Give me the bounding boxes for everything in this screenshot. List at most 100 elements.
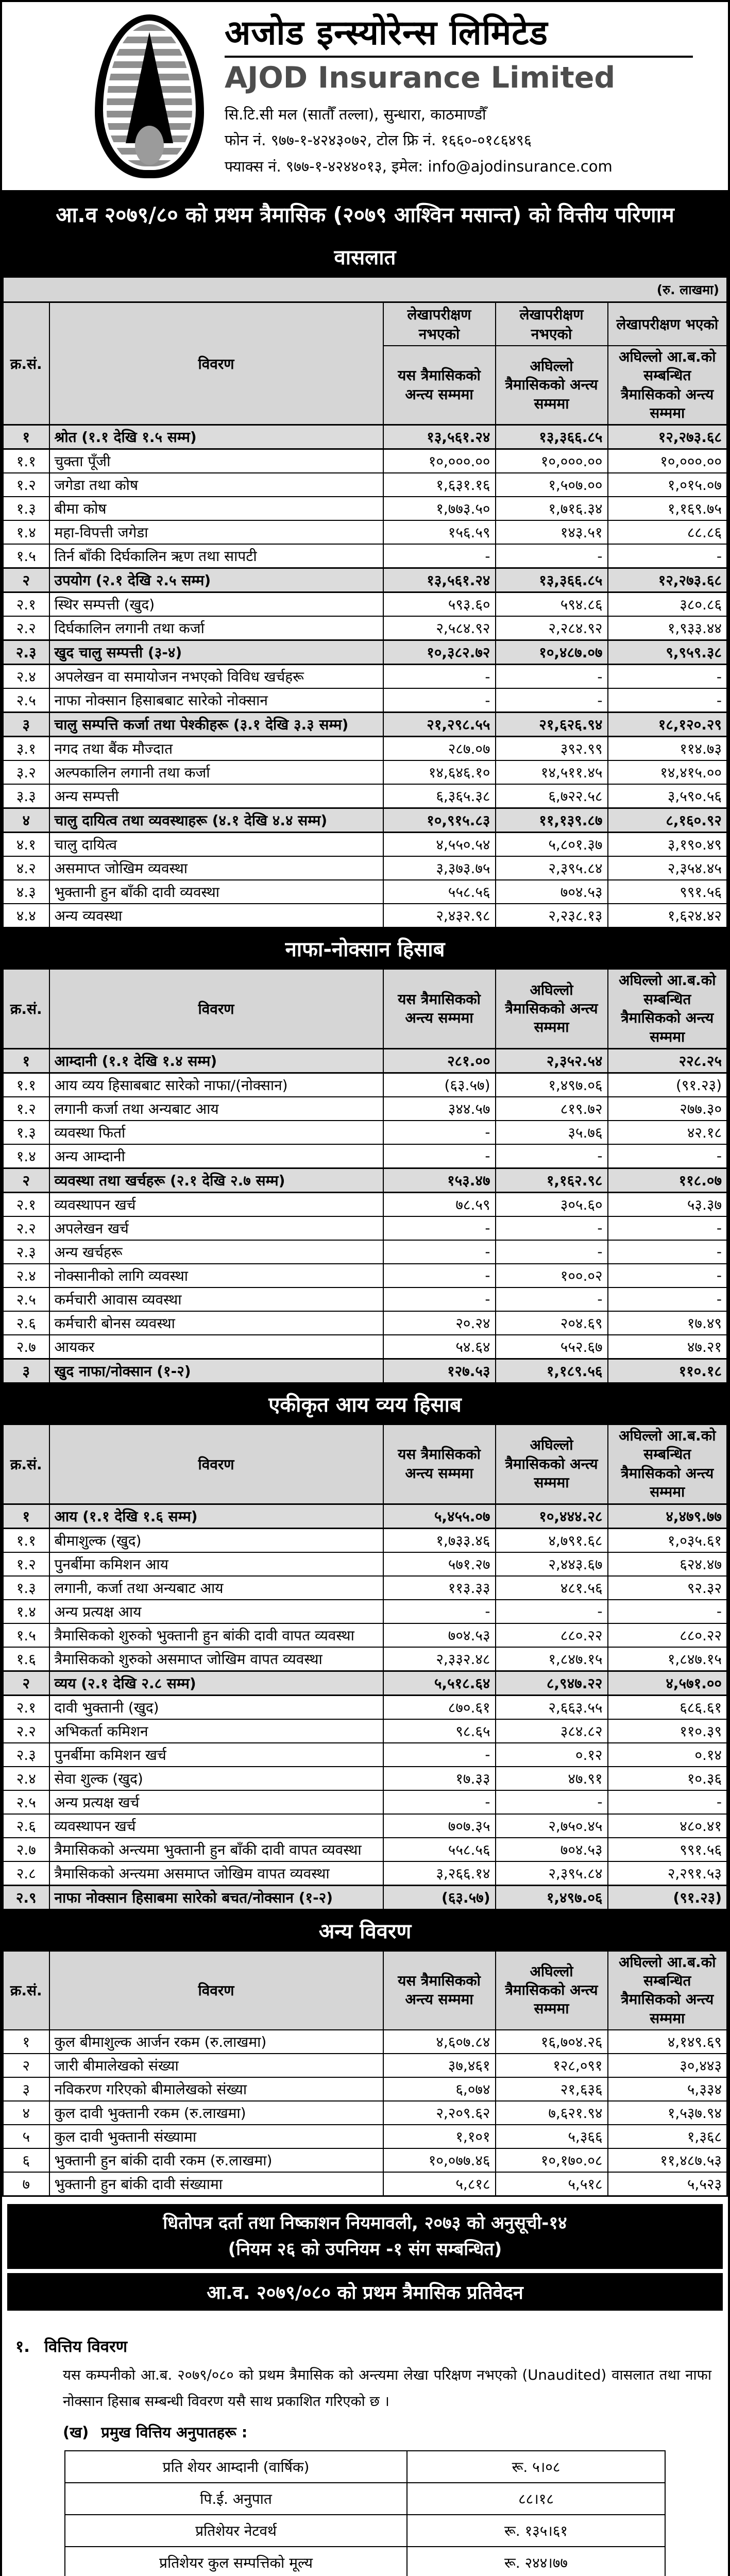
- ratio-label: प्रतिशेयर कुल सम्पत्तिको मूल्य: [64, 2546, 408, 2576]
- row-value: १२,२७३.६८: [607, 424, 728, 450]
- table-row: २.३ अन्य खर्चहरू - - -: [2, 1239, 728, 1264]
- row-sn: १: [2, 2029, 50, 2055]
- row-description: अपलेखन खर्च: [48, 1215, 384, 1241]
- row-value: २०.२४: [382, 1310, 496, 1335]
- row-value: -: [495, 1215, 608, 1241]
- ajod-logo-icon: [95, 14, 204, 179]
- row-value: ५५८.५६: [382, 1837, 496, 1862]
- table-row: ४ चालु दायित्व तथा व्यवस्थाहरू (४.१ देखि …: [2, 807, 728, 834]
- row-description: नगद तथा बैंक मौज्दात: [48, 736, 384, 761]
- table-row: २ जारी बीमालेखको संख्या ३७,४६१ १२८,०९१ ३०,४४…: [2, 2053, 728, 2078]
- row-description: आम्दानी (१.१ देखि १.४ सम्म): [48, 1047, 384, 1074]
- row-value: १,०१५.०७: [607, 472, 728, 498]
- financial-table: क्र.सं. विवरण यस त्रैमासिकको अन्त्य सम्ममा…: [2, 1423, 728, 1910]
- desc-header: विवरण: [48, 1423, 384, 1505]
- row-description: त्रैमासिकको अन्त्यमा असमाप्त जोखिम वापत …: [48, 1860, 384, 1886]
- table-row: १.४ महा-विपत्ती जगेडा १५६.५९ १४३.५१ ८८.८६: [2, 520, 728, 545]
- unit-note: (रु. लाखमा): [2, 276, 728, 301]
- row-value: ०.१२: [495, 1742, 608, 1767]
- row-sn: ३.१: [2, 736, 50, 761]
- row-value: १,६३१.१६: [382, 472, 496, 498]
- row-value: १,४९७.०६: [495, 1072, 608, 1097]
- row-sn: २.२: [2, 1718, 50, 1743]
- row-value: ०.१४: [607, 1742, 728, 1767]
- row-value: ३९२.९९: [495, 736, 608, 761]
- row-sn: ३.३: [2, 784, 50, 809]
- row-description: कुल दावी भुक्तानी रकम (रु.लाखमा): [48, 2100, 384, 2126]
- row-value: ५४.६४: [382, 1334, 496, 1360]
- row-description: जगेडा तथा कोष: [48, 472, 384, 498]
- row-description: अन्य प्रत्यक्ष आय: [48, 1599, 384, 1624]
- row-value: ७०४.५३: [495, 1837, 608, 1862]
- row-description: पुनर्बीमा कमिशन खर्च: [48, 1742, 384, 1767]
- row-value: ११८.०७: [607, 1167, 728, 1193]
- table-row: १ कुल बीमाशुल्क आर्जन रकम (रु.लाखमा) ४,६०७…: [2, 2029, 728, 2055]
- regulation-banner-line1: धितोपत्र दर्ता तथा निष्काशन नियमावली, २०…: [163, 2213, 567, 2234]
- ratio-value: रू. १३५।६१: [406, 2514, 666, 2547]
- row-value: -: [382, 544, 496, 569]
- row-description: उपयोग (२.१ देखि २.५ सम्म): [48, 567, 384, 594]
- row-value: ५,८१८: [382, 2172, 496, 2197]
- table-row: ३.१ नगद तथा बैंक मौज्दात २८७.०७ ३९२.९९ ११४.७…: [2, 736, 728, 761]
- row-value: १०,४८७.०७: [495, 639, 608, 666]
- row-description: कर्मचारी आवास व्यवस्था: [48, 1286, 384, 1312]
- row-value: -: [607, 1239, 728, 1264]
- row-description: अन्य सम्पत्ती: [48, 784, 384, 809]
- row-value: -: [495, 544, 608, 569]
- row-sn: ५: [2, 2124, 50, 2149]
- table-row: २.१ व्यवस्थापन खर्च ७८.५९ ३०५.६० ५३.३७: [2, 1192, 728, 1217]
- table-header-row: क्र.सं. विवरण यस त्रैमासिकको अन्त्य सम्ममा…: [2, 968, 728, 1049]
- row-sn: १.२: [2, 1551, 50, 1577]
- company-text-block: अजोड इन्स्योरेन्स लिमिटेड AJOD Insurance…: [225, 13, 712, 180]
- row-sn: ४.१: [2, 832, 50, 857]
- row-sn: १.६: [2, 1646, 50, 1672]
- consolidated-banner: एकीकृत आय व्यय हिसाब: [2, 1383, 728, 1423]
- row-description: व्यवस्था तथा खर्चहरू (२.१ देखि २.७ सम्म): [48, 1167, 384, 1193]
- row-description: चालु सम्पत्ति कर्जा तथा पेश्कीहरू (३.१ द…: [48, 711, 384, 738]
- row-value: -: [382, 664, 496, 689]
- period-column-header: यस त्रैमासिकको अन्त्य सम्ममा: [382, 968, 496, 1049]
- financial-table: क्र.सं. विवरण लेखापरीक्षण नभएको लेखापरीक्षण…: [2, 301, 728, 929]
- row-value: ४,६०७.८४: [382, 2029, 496, 2055]
- row-value: ९,९५९.३८: [607, 639, 728, 666]
- row-value: ४८१.५६: [495, 1575, 608, 1600]
- table-row: २.४ नोक्सानीको लागि व्यवस्था -१००.०२-: [2, 1263, 728, 1288]
- phone-line: फोन नं. ९७७-१-४२४३०७२, टोल फ्रि नं. १६६०…: [225, 131, 532, 149]
- table-row: १ श्रोत (१.१ देखि १.५ सम्म) १३,५६१.२४ १३,३६…: [2, 424, 728, 450]
- row-value: ११३.३३: [382, 1575, 496, 1600]
- row-value: ६२४.४७: [607, 1551, 728, 1577]
- row-value: ५५२.६७: [495, 1334, 608, 1360]
- table-row: १.२ पुनर्बीमा कमिशन आय ५७१.२७ २,४४३.६७ ६२४.४…: [2, 1551, 728, 1577]
- row-value: ६,३६५.३८: [382, 784, 496, 809]
- row-sn: १.३: [2, 1575, 50, 1600]
- section-paragraph: यस कम्पनीको आ.ब. २०७९/०८० को प्रथम त्रैम…: [63, 2367, 711, 2410]
- row-sn: ७: [2, 2172, 50, 2197]
- row-value: २,७५०.४५: [495, 1813, 608, 1838]
- period-column-header: अघिल्लो त्रैमासिकको अन्त्य सम्ममा: [495, 1950, 608, 2031]
- table-row: २.२ अपलेखन खर्च - - -: [2, 1215, 728, 1241]
- company-header: अजोड इन्स्योरेन्स लिमिटेड AJOD Insurance…: [2, 2, 728, 192]
- row-value: १०,९१५.८३: [382, 807, 496, 834]
- table-row: ४.४ अन्य व्यवस्था २,४३२.९८ २,२३८.१३ १,६२४.४२: [2, 903, 728, 928]
- row-value: ३,१९०.४९: [607, 832, 728, 857]
- row-value: ३८०.८६: [607, 591, 728, 617]
- period-column-header: अघिल्लो आ.ब.को सम्बन्धित त्रैमासिकको अन्…: [607, 1423, 728, 1505]
- balance-sheet-banner: वासलात: [2, 236, 728, 276]
- row-value: ६,७२२.५८: [495, 784, 608, 809]
- row-value: ४७.९१: [495, 1766, 608, 1791]
- table-row: १.३ लगानी, कर्जा तथा अन्यबाट आय ११३.३३ ४८१.…: [2, 1575, 728, 1600]
- row-value: १४३.५१: [495, 520, 608, 545]
- table-row: २ उपयोग (२.१ देखि २.५ सम्म) १३,५६१.२४ १३,३६…: [2, 567, 728, 594]
- fax-line: फ्याक्स नं. ९७७-१-४२४४०१३, इमेल: info@aj…: [225, 158, 613, 176]
- ratio-row: प्रतिशेयर नेटवर्थ रू. १३५।६१: [64, 2514, 666, 2547]
- row-value: -: [382, 1789, 496, 1815]
- row-value: ५,८०१.३७: [495, 832, 608, 857]
- audit-status-header: लेखापरीक्षण भएको: [607, 301, 728, 346]
- row-value: -: [607, 1263, 728, 1288]
- row-description: जारी बीमालेखको संख्या: [48, 2053, 384, 2078]
- row-sn: १.३: [2, 496, 50, 521]
- row-description: भुक्तानी हुन बांकी दावी संख्यामा: [48, 2172, 384, 2197]
- row-value: ३५.७६: [495, 1120, 608, 1145]
- table-row: २.४ अपलेखन वा समायोजन नभएको विविध खर्चहरू…: [2, 664, 728, 689]
- row-description: व्यवस्था फिर्ता: [48, 1120, 384, 1145]
